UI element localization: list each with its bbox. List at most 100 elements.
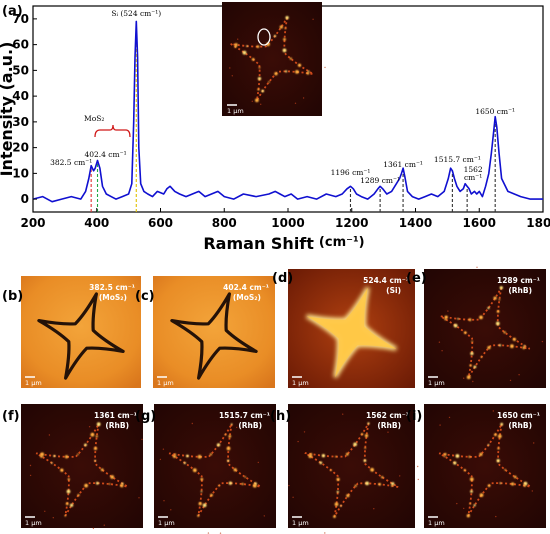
panel-letter: (h) [270,409,291,424]
hotspot-dot [364,434,369,438]
hotspot-dot [216,443,221,447]
scale-bar-label: 1 μm [158,519,175,527]
hotspot-dot [50,462,53,464]
hotspot-dot [473,365,477,369]
raman-map-panel: 524.4 cm⁻¹(Si) 1 μm (d) [272,269,415,388]
map-background [154,404,276,528]
panel-letter: (b) [2,289,23,304]
x-tick-label: 200 [20,216,45,230]
background-speck [373,508,375,510]
background-speck [441,350,443,352]
peak-annotation-label: 1650 cm⁻¹ [475,107,515,116]
hotspot-dot [258,66,261,69]
hotspot-dot [309,452,313,456]
map-wavenumber-label: 1515.7 cm⁻¹ [219,411,270,420]
background-speck [191,422,193,425]
x-axis-unit: (cm⁻¹) [319,235,365,250]
hotspot-dot [336,490,339,494]
map-species-label: (RhB) [508,286,532,295]
hotspot-dot [251,58,255,61]
map-background [21,276,141,388]
background-speck [159,458,162,461]
background-speck [207,532,210,534]
map-wavenumber-label: 382.5 cm⁻¹ [89,283,135,292]
background-speck [509,379,512,382]
raman-map-panel: 402.4 cm⁻¹(MoS₂) 1 μm (c) [135,276,275,388]
hotspot-dot [95,435,98,438]
hotspot-dot [224,433,227,436]
hotspot-dot [198,502,202,506]
hotspot-dot [282,48,287,53]
y-tick-label: 0 [21,192,29,206]
y-tick-label: 60 [12,38,29,52]
map-wavenumber-label: 1289 cm⁻¹ [497,276,540,285]
hotspot-dot [228,434,232,438]
hotspot-dot [256,45,260,48]
background-speck [231,75,233,77]
map-background [21,404,143,528]
background-speck [312,18,314,20]
hotspot-dot [480,356,483,358]
hotspot-dot [90,432,95,437]
hotspot-dot [40,452,45,457]
hotspot-dot [523,481,528,486]
hotspot-dot [479,315,483,320]
background-speck [438,341,441,343]
hotspot-dot [174,453,177,456]
background-speck [541,340,544,343]
hotspot-dot [110,475,115,479]
background-speck [302,97,305,99]
hotspot-dot [487,306,490,310]
background-speck [48,434,51,436]
raman-map-panel: 1515.7 cm⁻¹(RhB) 1 μm (g) [135,404,276,534]
hotspot-dot [346,493,350,498]
map-wavenumber-label: 1650 cm⁻¹ [497,411,540,420]
hotspot-dot [522,346,526,350]
background-speck [417,478,419,481]
hotspot-dot [108,483,111,485]
background-speck [138,497,140,499]
x-axis-title-text: Raman Shift [203,234,314,253]
background-speck [162,448,165,450]
background-speck [263,515,265,517]
hotspot-dot [234,43,238,47]
hotspot-dot [308,454,313,459]
y-tick-label: 50 [12,63,29,77]
hotspot-dot [513,475,517,479]
x-tick-label: 600 [148,216,173,230]
background-speck [29,464,32,467]
peak-marker-lines [90,21,496,212]
hotspot-dot [468,455,471,458]
hotspot-dot [494,433,497,437]
hotspot-dot [228,481,233,485]
hotspot-dot [470,490,473,493]
x-tick-label: 1000 [271,216,304,230]
hotspot-dot [487,345,491,350]
hotspot-dot [496,310,500,313]
background-speck [141,438,143,441]
hotspot-dot [354,484,357,487]
hotspot-dot [497,434,502,439]
background-speck [251,100,253,103]
map-species-label: (Si) [386,286,401,295]
hotspot-dot [504,468,507,471]
hotspot-dot [257,88,260,91]
x-tick-label: 1600 [463,216,496,230]
background-speck [492,410,494,412]
hotspot-dot [510,344,514,349]
x-tick-label: 1200 [335,216,368,230]
map-background [424,269,546,388]
map-background [424,404,546,528]
hotspot-dot [261,89,265,93]
hotspot-dot [289,57,292,60]
hotspot-dot [233,468,237,472]
background-speck [103,524,106,526]
hotspot-dot [273,34,277,38]
background-speck [92,527,95,530]
hotspot-dot [330,469,332,472]
background-speck [324,532,326,534]
peak-annotation-label: 1196 cm⁻¹ [331,168,371,177]
hotspot-dot [53,454,56,458]
hotspot-dot [66,489,71,494]
star-core [306,287,397,378]
